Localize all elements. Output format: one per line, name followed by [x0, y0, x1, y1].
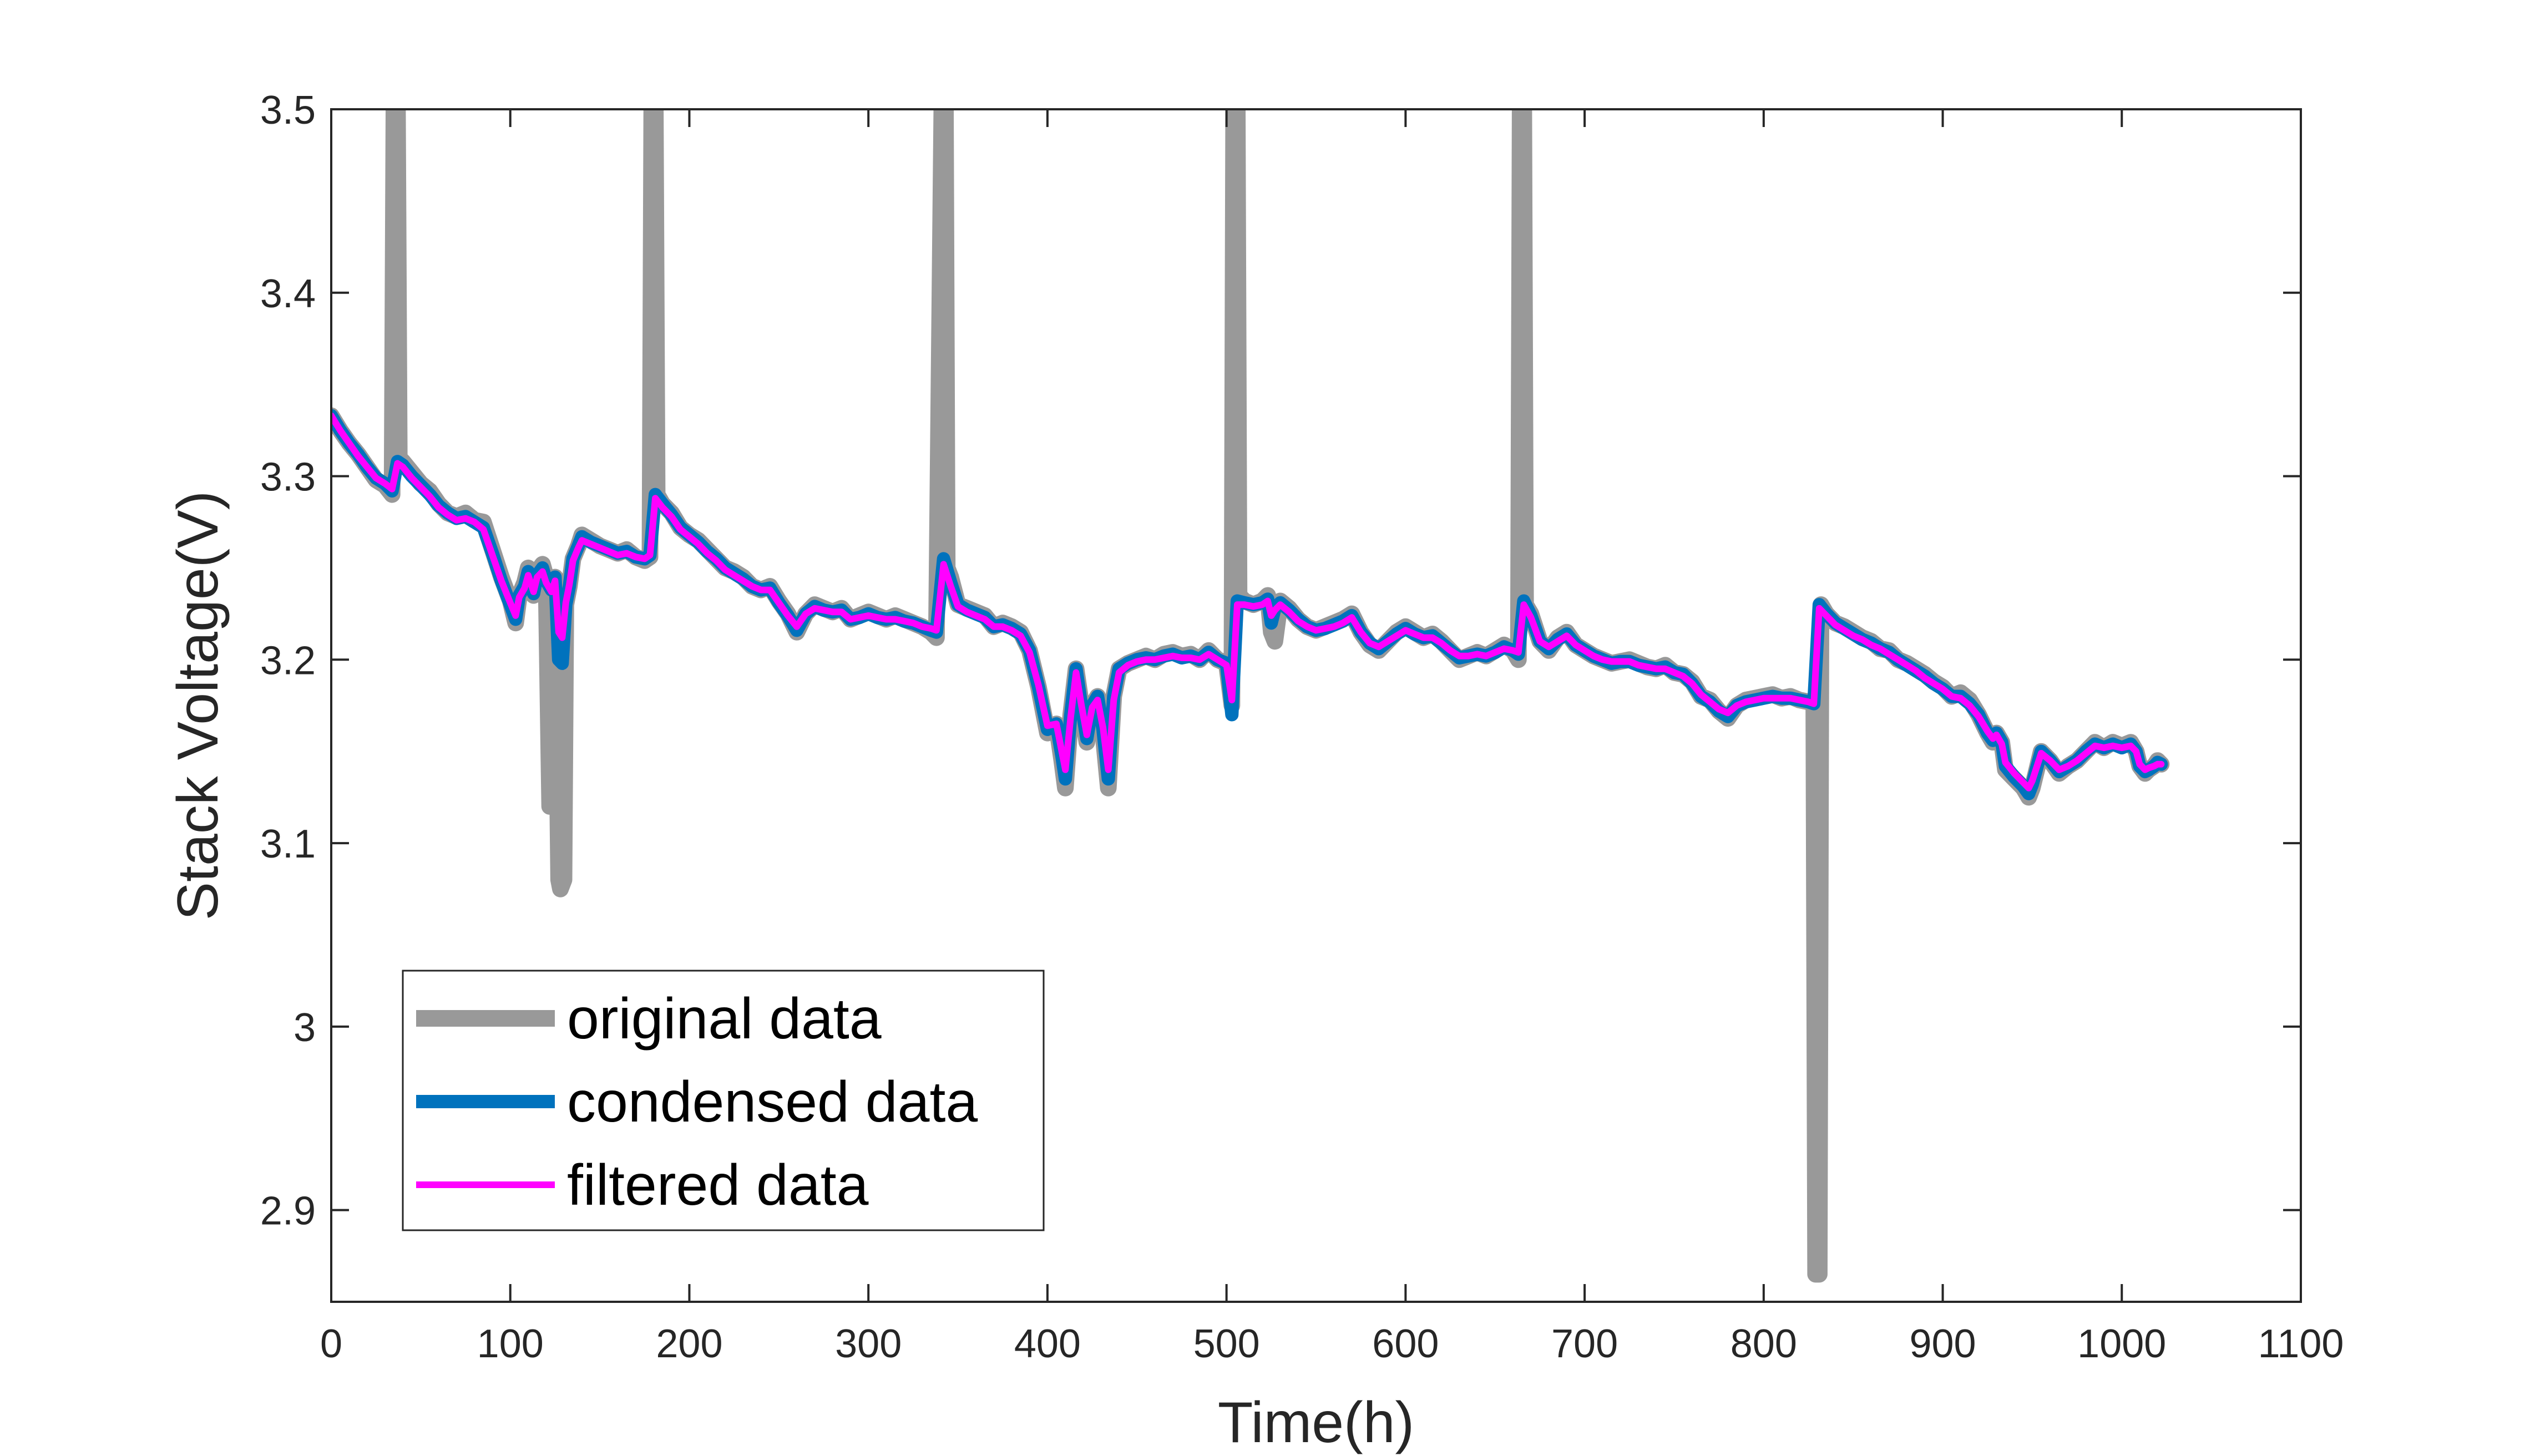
y-tick-label: 3.5	[260, 88, 316, 133]
x-tick-label: 700	[1551, 1322, 1618, 1366]
axes-box	[330, 108, 2302, 1303]
x-tick-label: 800	[1730, 1322, 1797, 1366]
y-tick-label: 3.4	[260, 272, 316, 316]
legend-label-condensed: condensed data	[567, 1070, 978, 1134]
y-tick-label: 2.9	[260, 1189, 316, 1234]
x-tick-label: 600	[1372, 1322, 1439, 1366]
x-tick-label: 500	[1193, 1322, 1260, 1366]
y-tick-label: 3.2	[260, 638, 316, 683]
y-tick-label: 3.1	[260, 822, 316, 866]
legend: original data condensed data filtered da…	[402, 970, 1045, 1231]
x-tick-label: 100	[477, 1322, 544, 1366]
x-tick-label: 200	[656, 1322, 722, 1366]
x-tick-label: 1100	[2258, 1322, 2344, 1366]
x-tick-label: 300	[835, 1322, 902, 1366]
x-tick-label: 900	[1909, 1322, 1976, 1366]
y-tick-label: 3.3	[260, 455, 316, 500]
x-tick-label: 400	[1014, 1322, 1081, 1366]
x-axis: 0 100 200 300 400 500 600 700 800 900 1000 1100	[320, 109, 2344, 1366]
x-axis-title: Time(h)	[1218, 1391, 1414, 1455]
legend-label-filtered: filtered data	[567, 1153, 869, 1217]
y-axis-title: Stack Voltage(V)	[166, 491, 230, 921]
y-axis: 2.9 3 3.1 3.2 3.3 3.4 3.5	[260, 88, 2301, 1234]
x-tick-label: 0	[320, 1322, 342, 1366]
legend-label-original: original data	[567, 987, 882, 1051]
series-layer	[331, 109, 2170, 1283]
x-tick-label: 1000	[2077, 1322, 2166, 1366]
y-tick-label: 3	[294, 1006, 316, 1050]
filtered-data-line	[331, 412, 2165, 792]
